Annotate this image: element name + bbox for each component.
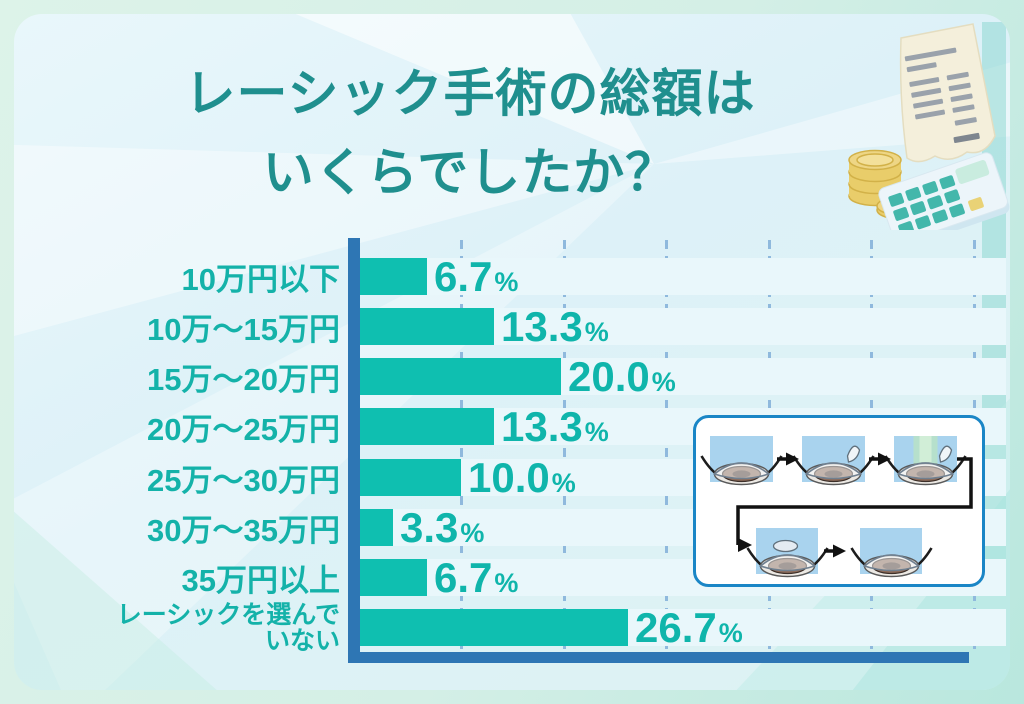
bar-value: 26.7% [635,602,743,653]
bar-value-unit: % [460,518,485,548]
category-label: 15万〜20万円 [147,362,340,397]
bar-20万〜25万円 [360,408,494,445]
bar-35万円以上 [360,559,427,596]
bar-value-number: 10.0 [468,454,550,501]
bar-value-unit: % [584,417,609,447]
lasik-procedure-diagram [693,415,985,587]
y-axis-line [348,238,360,663]
bar-30万〜35万円 [360,509,393,546]
category-label: 10万〜15万円 [147,312,340,347]
bar-value-number: 6.7 [434,554,493,601]
bar-value-number: 6.7 [434,253,493,300]
bar-value-number: 13.3 [501,403,583,450]
bar-row-band [360,258,1006,295]
gridline [665,240,668,652]
category-label: 30万〜35万円 [147,513,340,548]
bar-15万〜20万円 [360,358,561,395]
bar-レーシックを選んでいない [360,609,628,646]
bar-value-number: 26.7 [635,604,717,651]
category-label: 20万〜25万円 [147,412,340,447]
bar-value-unit: % [551,468,576,498]
receipt-coins-calculator-illustration [848,23,1010,230]
bar-value: 10.0% [468,452,576,503]
bar-value-number: 13.3 [501,303,583,350]
bar-25万〜30万円 [360,459,461,496]
bar-value-unit: % [494,267,519,297]
bar-value-unit: % [651,367,676,397]
bar-10万〜15万円 [360,308,494,345]
page-title: レーシック手術の総額は いくらでしたか？ [14,54,926,212]
bar-value: 3.3% [400,502,484,553]
bar-10万円以下 [360,258,427,295]
content-panel: レーシック手術の総額は いくらでしたか？ [14,14,1010,690]
category-label: 25万〜30万円 [147,463,340,498]
bar-value-unit: % [494,568,519,598]
page-title-line1: レーシック手術の総額は [184,65,756,122]
category-label: 10万円以下 [181,262,340,297]
bar-value-unit: % [718,618,743,648]
category-label: レーシックを選んで いない [116,600,340,655]
bar-value: 20.0% [568,351,676,402]
bar-value: 13.3% [501,401,609,452]
bar-value: 13.3% [501,301,609,352]
category-label: 35万円以上 [181,563,340,598]
bar-value-number: 3.3 [400,504,459,551]
bar-value: 6.7% [434,552,518,603]
bar-value-unit: % [584,317,609,347]
bar-value: 6.7% [434,251,518,302]
bar-value-number: 20.0 [568,353,650,400]
page-title-line2: いくらでしたか？ [262,144,678,201]
gridline [460,240,463,652]
x-axis-line [348,652,969,663]
gridline [563,240,566,652]
